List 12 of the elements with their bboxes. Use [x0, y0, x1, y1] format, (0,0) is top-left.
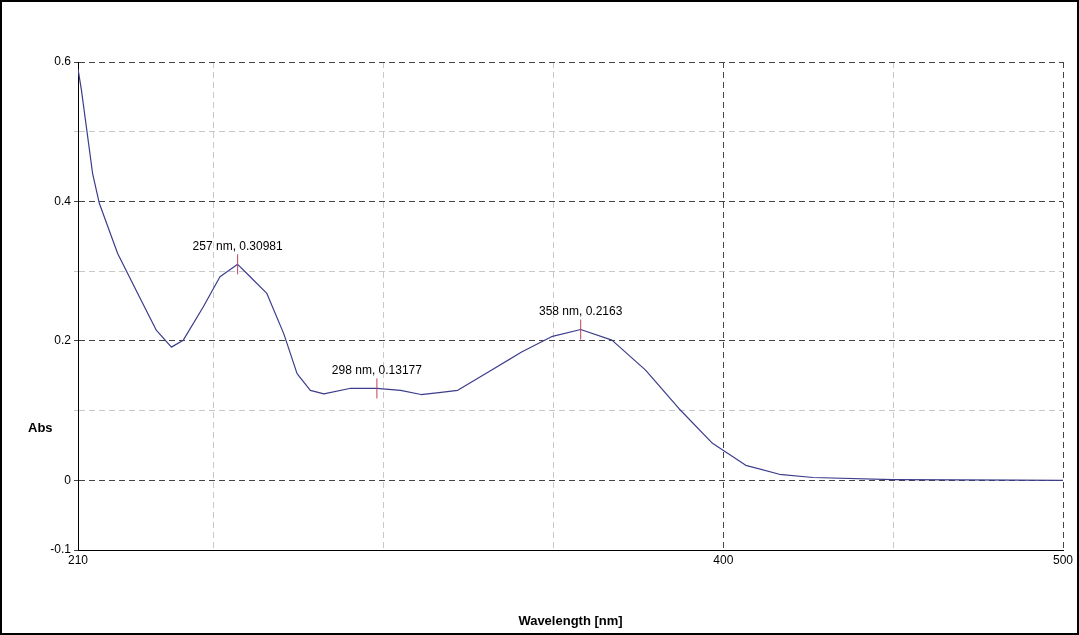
y-axis-title: Abs: [28, 419, 53, 435]
y-tick-label: 0.2: [54, 333, 72, 348]
x-tick-label: 400: [713, 552, 734, 567]
y-tick-label: 0: [64, 472, 72, 487]
x-axis-title: Wavelength [nm]: [518, 612, 623, 628]
y-tick-label: 0.4: [54, 193, 72, 208]
y-tick-label: 0.6: [54, 54, 72, 69]
annotation: 257 nm, 0.30981: [192, 238, 283, 253]
annotation: 298 nm, 0.13177: [331, 362, 423, 377]
x-tick-label: 210: [67, 552, 89, 567]
annotation: 358 nm, 0.2163: [538, 303, 623, 318]
x-tick-label: 500: [1052, 552, 1074, 567]
